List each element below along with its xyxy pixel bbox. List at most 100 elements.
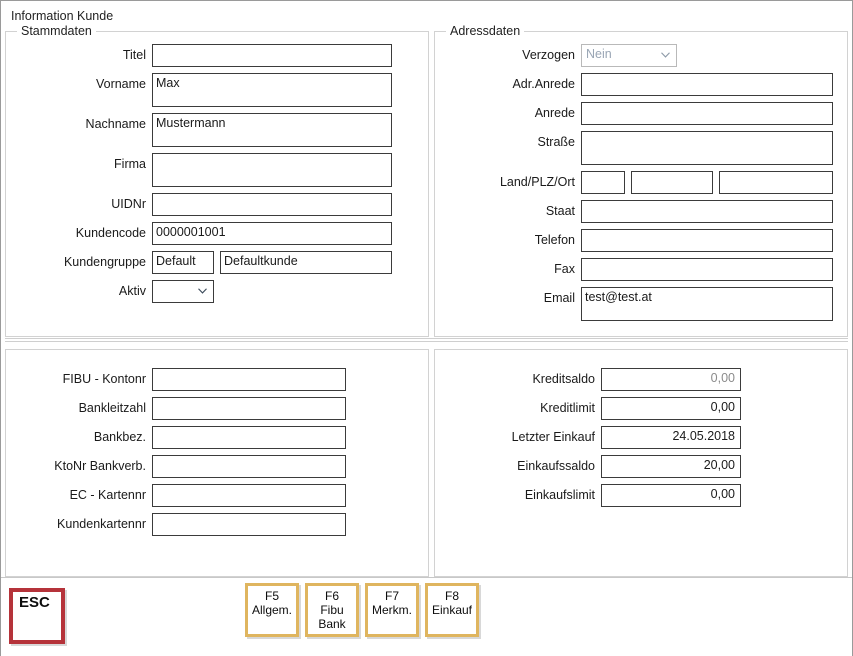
input-letzter-einkauf[interactable]: 24.05.2018	[601, 426, 741, 449]
fkey-f8-line2: Einkauf	[431, 603, 473, 617]
label-nachname: Nachname	[85, 117, 146, 131]
bankdaten-rows: FIBU - Kontonr Bankleitzahl Bankbez. Kto…	[6, 350, 428, 536]
esc-button[interactable]: ESC	[9, 588, 65, 644]
select-verzogen[interactable]: Nein	[581, 44, 677, 67]
fkey-f7-key: F7	[384, 589, 399, 603]
window-titlebar: Information Kunde	[1, 1, 852, 31]
input-bankbez[interactable]	[152, 426, 346, 449]
input-ktonr-bankverb[interactable]	[152, 455, 346, 478]
label-titel: Titel	[122, 48, 146, 62]
input-adr-anrede[interactable]	[581, 73, 833, 96]
fkey-f6-button[interactable]: F6 Fibu Bank	[305, 583, 359, 637]
row-nachname: Nachname Mustermann	[6, 113, 428, 147]
label-anrede: Anrede	[534, 106, 575, 120]
label-letzter-einkauf: Letzter Einkauf	[511, 430, 595, 444]
input-fax[interactable]	[581, 258, 833, 281]
input-vorname[interactable]: Max	[152, 73, 392, 107]
groupbox-einkaufdaten: Kreditsaldo 0,00 Kreditlimit 0,00 Letzte…	[434, 349, 848, 577]
label-ktonr-bankverb: KtoNr Bankverb.	[54, 459, 146, 473]
input-bankleitzahl[interactable]	[152, 397, 346, 420]
input-kundengruppe-name[interactable]: Defaultkunde	[220, 251, 392, 274]
label-firma: Firma	[114, 157, 146, 171]
row-firma: Firma	[6, 153, 428, 187]
label-strasse: Straße	[537, 135, 575, 149]
input-ec-kartennr[interactable]	[152, 484, 346, 507]
label-einkaufssaldo: Einkaufssaldo	[517, 459, 595, 473]
input-ort[interactable]	[719, 171, 833, 194]
row-kreditsaldo: Kreditsaldo 0,00	[435, 368, 847, 391]
row-letzter-einkauf: Letzter Einkauf 24.05.2018	[435, 426, 847, 449]
row-email: Email test@test.at	[435, 287, 847, 321]
fkey-f5-line2: Allgem.	[251, 603, 292, 617]
row-staat: Staat	[435, 200, 847, 223]
label-einkaufslimit: Einkaufslimit	[524, 488, 595, 502]
row-titel: Titel	[6, 44, 428, 67]
row-kundengruppe: Kundengruppe Default Defaultkunde	[6, 251, 428, 274]
row-anrede: Anrede	[435, 102, 847, 125]
label-kreditsaldo: Kreditsaldo	[532, 372, 595, 386]
label-adr-anrede: Adr.Anrede	[512, 77, 575, 91]
row-strasse: Straße	[435, 131, 847, 165]
input-einkaufssaldo[interactable]: 20,00	[601, 455, 741, 478]
row-einkaufssaldo: Einkaufssaldo 20,00	[435, 455, 847, 478]
label-staat: Staat	[545, 204, 575, 218]
label-ec-kartennr: EC - Kartennr	[69, 488, 146, 502]
input-fibu-kontonr[interactable]	[152, 368, 346, 391]
label-verzogen: Verzogen	[522, 48, 575, 62]
label-land-plz-ort: Land/PLZ/Ort	[499, 175, 575, 189]
row-kundencode: Kundencode 0000001001	[6, 222, 428, 245]
fkey-f7-button[interactable]: F7 Merkm.	[365, 583, 419, 637]
fkey-f5-button[interactable]: F5 Allgem.	[245, 583, 299, 637]
input-land[interactable]	[581, 171, 625, 194]
label-uidnr: UIDNr	[111, 197, 146, 211]
row-vorname: Vorname Max	[6, 73, 428, 107]
input-kundengruppe-code[interactable]: Default	[152, 251, 214, 274]
groupbox-adressdaten: Adressdaten Verzogen Nein Adr.Anrede	[434, 24, 848, 337]
label-vorname: Vorname	[95, 77, 146, 91]
input-kundenkartennr[interactable]	[152, 513, 346, 536]
input-kreditlimit[interactable]: 0,00	[601, 397, 741, 420]
input-einkaufslimit[interactable]: 0,00	[601, 484, 741, 507]
input-staat[interactable]	[581, 200, 833, 223]
row-telefon: Telefon	[435, 229, 847, 252]
label-kundencode: Kundencode	[75, 226, 146, 240]
input-telefon[interactable]	[581, 229, 833, 252]
row-fibu-kontonr: FIBU - Kontonr	[6, 368, 428, 391]
chevron-down-icon	[198, 288, 207, 294]
row-aktiv: Aktiv	[6, 280, 428, 303]
top-region: Stammdaten Titel Vorname Max Nachname Mu…	[5, 24, 848, 337]
row-ktonr-bankverb: KtoNr Bankverb.	[6, 455, 428, 478]
groupbox-adressdaten-title: Adressdaten	[446, 24, 525, 38]
input-titel[interactable]	[152, 44, 392, 67]
row-bankleitzahl: Bankleitzahl	[6, 397, 428, 420]
fkey-f5-key: F5	[264, 589, 279, 603]
input-email[interactable]: test@test.at	[581, 287, 833, 321]
fkey-f6-key: F6	[324, 589, 339, 603]
input-kundencode[interactable]: 0000001001	[152, 222, 392, 245]
input-plz[interactable]	[631, 171, 713, 194]
section-divider	[5, 337, 848, 345]
row-land-plz-ort: Land/PLZ/Ort	[435, 171, 847, 194]
einkaufdaten-rows: Kreditsaldo 0,00 Kreditlimit 0,00 Letzte…	[435, 350, 847, 507]
label-telefon: Telefon	[534, 233, 575, 247]
select-aktiv[interactable]	[152, 280, 214, 303]
groupbox-stammdaten-title: Stammdaten	[17, 24, 96, 38]
groupbox-bankdaten: FIBU - Kontonr Bankleitzahl Bankbez. Kto…	[5, 349, 429, 577]
input-uidnr[interactable]	[152, 193, 392, 216]
label-kundengruppe: Kundengruppe	[63, 255, 146, 269]
input-nachname[interactable]: Mustermann	[152, 113, 392, 147]
form-content: Stammdaten Titel Vorname Max Nachname Mu…	[1, 24, 852, 577]
fkey-f6-line3: Bank	[318, 617, 346, 631]
input-firma[interactable]	[152, 153, 392, 187]
input-anrede[interactable]	[581, 102, 833, 125]
label-fibu-kontonr: FIBU - Kontonr	[62, 372, 146, 386]
label-aktiv: Aktiv	[118, 284, 146, 298]
label-bankleitzahl: Bankleitzahl	[78, 401, 146, 415]
label-bankbez: Bankbez.	[93, 430, 146, 444]
row-einkaufslimit: Einkaufslimit 0,00	[435, 484, 847, 507]
input-strasse[interactable]	[581, 131, 833, 165]
fkey-f6-line2: Fibu	[320, 603, 344, 617]
fkey-f8-button[interactable]: F8 Einkauf	[425, 583, 479, 637]
bottom-region: FIBU - Kontonr Bankleitzahl Bankbez. Kto…	[5, 349, 848, 577]
